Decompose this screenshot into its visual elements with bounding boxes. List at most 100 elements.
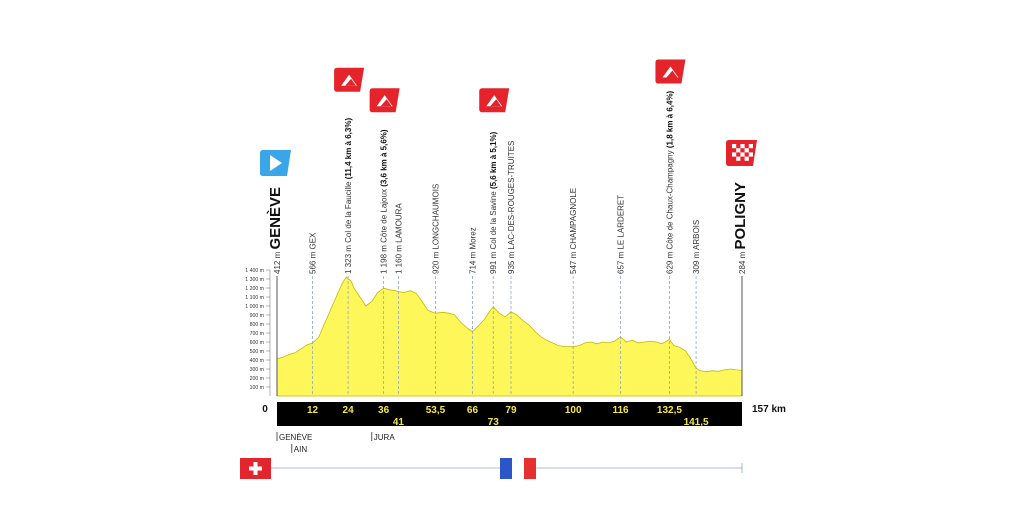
location-label-text: 1 323 m Col de la Faucille (11,4 km à 6,… xyxy=(344,118,353,274)
location-label: 657 m LE LARDERET xyxy=(617,195,626,274)
location-label-text: 309 m ARBOIS xyxy=(692,220,701,274)
mountain-icon-shadow xyxy=(666,70,678,78)
location-label-text: 566 m GEX xyxy=(309,232,318,274)
location-altitude: 1 198 m xyxy=(380,243,389,274)
location-altitude: 412 m xyxy=(273,250,282,274)
french-flag-white xyxy=(512,458,524,479)
location-label: 1 198 m Côte de Lajoux (3,6 km à 5,6%) xyxy=(380,129,389,274)
climb-stats: (3,6 km à 5,6%) xyxy=(380,129,389,189)
y-tick-label: 1 000 m xyxy=(245,304,264,310)
location-altitude: 284 m xyxy=(738,250,747,274)
y-tick-label: 900 m xyxy=(250,313,264,319)
elevation-profile-area xyxy=(276,276,743,397)
region-labels: GENÈVE AIN JURA xyxy=(276,432,395,454)
y-axis: 100 m 200 m 300 m 400 m 500 m 600 m 700 m 800 m… xyxy=(245,268,271,396)
x-tick-label: 41 xyxy=(393,417,405,428)
location-label-text: 657 m LE LARDERET xyxy=(617,195,626,274)
x-tick-label: 66 xyxy=(467,405,479,416)
x-tick-label: 132,5 xyxy=(657,405,682,416)
checker-square xyxy=(748,144,753,149)
location-label-text: 629 m Côte de Chaux-Champagny (1,8 km à … xyxy=(665,90,674,274)
location-name: Morez xyxy=(468,227,477,249)
climb-marker xyxy=(334,67,365,92)
region-label: AIN xyxy=(294,445,308,454)
location-altitude: 1 323 m xyxy=(344,243,353,274)
location-name: Col de la Savine xyxy=(489,191,498,250)
location-name: Côte de Lajoux xyxy=(380,189,389,243)
location-label: 1 323 m Col de la Faucille (11,4 km à 6,… xyxy=(344,118,353,274)
location-name: LONGCHAUMOIS xyxy=(431,184,440,250)
play-arrow-icon xyxy=(270,155,282,171)
x-tick-label: 116 xyxy=(612,405,629,416)
x-tick-label: 73 xyxy=(488,417,500,428)
location-label: 547 m CHAMPAGNOLE xyxy=(569,188,578,274)
location-label: 309 m ARBOIS xyxy=(692,220,701,274)
location-label-text: 547 m CHAMPAGNOLE xyxy=(569,188,578,274)
mountain-icon-peak xyxy=(668,66,673,70)
y-tick-label: 400 m xyxy=(250,358,264,364)
x-tick-label: 53,5 xyxy=(426,405,446,416)
location-altitude: 920 m xyxy=(431,250,440,274)
french-flag-icon xyxy=(500,458,536,479)
location-label-text: 1 198 m Côte de Lajoux (3,6 km à 5,6%) xyxy=(380,129,389,274)
climb-stats: (5,6 km à 5,1%) xyxy=(489,131,498,191)
x-axis-ticks: 0 12 24 36 53,5 66 79 100 116 132,5 157 km 41 73 141,… xyxy=(262,404,786,428)
location-label: 991 m Col de la Savine (5,6 km à 5,1%) xyxy=(489,131,498,274)
location-altitude: 991 m xyxy=(489,250,498,274)
finish-marker xyxy=(726,140,757,166)
checker-square xyxy=(740,144,745,149)
location-altitude: 714 m xyxy=(468,250,477,274)
distance-band xyxy=(277,402,742,426)
french-flag-blue xyxy=(500,458,512,479)
location-name: LE LARDERET xyxy=(617,195,626,250)
y-tick-label: 600 m xyxy=(250,340,264,346)
location-label-text: 920 m LONGCHAUMOIS xyxy=(431,184,440,274)
x-tick-label: 79 xyxy=(505,405,517,416)
y-tick-label: 1 200 m xyxy=(245,286,264,292)
location-name: POLIGNY xyxy=(732,182,749,250)
x-tick-label: 157 km xyxy=(752,404,786,415)
climb-stats: (11,4 km à 6,3%) xyxy=(344,118,353,182)
location-name: Côte de Chaux-Champagny xyxy=(665,150,674,249)
checker-square xyxy=(732,152,737,157)
x-tick-label: 100 xyxy=(565,405,582,416)
y-tick-label: 800 m xyxy=(250,322,264,328)
route-markers xyxy=(260,59,757,176)
x-tick-label: 0 xyxy=(262,404,268,415)
location-label: 920 m LONGCHAUMOIS xyxy=(431,184,440,274)
climb-marker xyxy=(655,59,686,84)
mountain-icon-shadow xyxy=(380,99,392,107)
location-altitude: 566 m xyxy=(309,250,318,274)
checker-square xyxy=(740,152,745,157)
location-label: 714 m Morez xyxy=(468,227,477,274)
location-name: GEX xyxy=(309,232,318,250)
swiss-flag-cross xyxy=(249,466,262,471)
climb-marker xyxy=(479,88,510,113)
checker-square xyxy=(744,156,749,161)
climb-stats: (1,8 km à 6,4%) xyxy=(665,90,674,150)
location-name: LAC-DES-ROUGES-TRUITES xyxy=(507,141,516,250)
location-label-text: 714 m Morez xyxy=(468,227,477,274)
mountain-icon-shadow xyxy=(345,78,357,86)
location-label: 566 m GEX xyxy=(309,232,318,274)
location-label: 629 m Côte de Chaux-Champagny (1,8 km à … xyxy=(665,90,674,274)
y-tick-label: 500 m xyxy=(250,349,264,355)
location-label: 935 m LAC-DES-ROUGES-TRUITES xyxy=(507,141,516,274)
location-label: 1 160 m LAMOURA xyxy=(394,203,403,274)
mountain-icon-peak xyxy=(382,95,387,99)
checker-square xyxy=(732,144,737,149)
x-tick-label: 12 xyxy=(307,405,319,416)
y-tick-label: 200 m xyxy=(250,376,264,382)
location-label-text: 1 160 m LAMOURA xyxy=(394,203,403,274)
y-tick-label: 700 m xyxy=(250,331,264,337)
checker-square xyxy=(748,152,753,157)
location-altitude: 309 m xyxy=(692,250,701,274)
mountain-icon-peak xyxy=(492,95,497,99)
location-altitude: 547 m xyxy=(569,250,578,274)
french-flag-red xyxy=(524,458,536,479)
location-label: 284 m POLIGNY xyxy=(732,182,749,274)
y-tick-label: 300 m xyxy=(250,367,264,373)
swiss-flag-icon xyxy=(240,458,271,479)
x-tick-label: 36 xyxy=(378,405,390,416)
